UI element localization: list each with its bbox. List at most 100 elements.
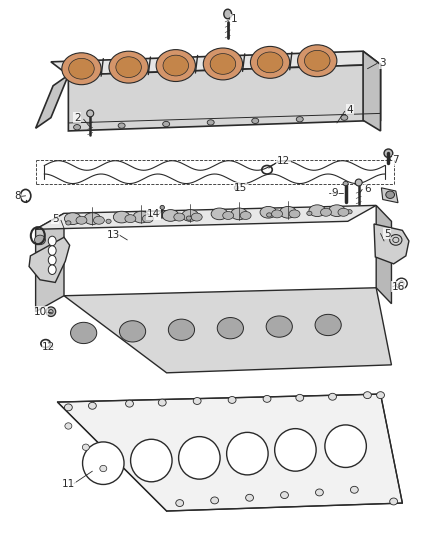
Ellipse shape <box>168 319 194 341</box>
Text: 5: 5 <box>384 229 390 239</box>
Ellipse shape <box>289 210 300 218</box>
Ellipse shape <box>297 45 337 77</box>
Circle shape <box>48 246 56 255</box>
Text: 7: 7 <box>392 155 399 165</box>
Ellipse shape <box>355 179 362 186</box>
Text: 14: 14 <box>147 209 160 220</box>
Ellipse shape <box>309 205 325 216</box>
Ellipse shape <box>106 219 111 223</box>
Ellipse shape <box>384 149 393 158</box>
Ellipse shape <box>88 402 96 409</box>
Ellipse shape <box>315 489 323 496</box>
Ellipse shape <box>118 123 125 128</box>
Text: 12: 12 <box>42 342 55 352</box>
Ellipse shape <box>211 497 219 504</box>
Ellipse shape <box>179 437 220 479</box>
Circle shape <box>48 265 56 274</box>
Text: 9: 9 <box>332 188 338 198</box>
Circle shape <box>48 236 56 246</box>
Polygon shape <box>363 51 381 131</box>
Ellipse shape <box>46 307 56 317</box>
Polygon shape <box>376 205 392 304</box>
Ellipse shape <box>82 444 89 450</box>
Ellipse shape <box>226 214 232 219</box>
Ellipse shape <box>116 57 141 77</box>
Ellipse shape <box>133 211 150 223</box>
Ellipse shape <box>325 425 366 467</box>
Ellipse shape <box>131 439 172 482</box>
Text: 6: 6 <box>364 184 371 195</box>
Polygon shape <box>57 394 403 511</box>
Ellipse shape <box>35 251 46 261</box>
Ellipse shape <box>65 423 72 429</box>
Ellipse shape <box>390 498 398 505</box>
Ellipse shape <box>246 494 254 501</box>
Circle shape <box>48 255 56 265</box>
Ellipse shape <box>174 213 185 221</box>
Ellipse shape <box>347 209 352 214</box>
Ellipse shape <box>307 211 312 215</box>
Text: 16: 16 <box>392 282 405 292</box>
Ellipse shape <box>82 442 124 484</box>
Ellipse shape <box>343 181 348 185</box>
Ellipse shape <box>234 185 239 190</box>
Ellipse shape <box>176 499 184 506</box>
Ellipse shape <box>64 404 72 411</box>
Ellipse shape <box>160 205 164 209</box>
Ellipse shape <box>217 318 244 339</box>
Ellipse shape <box>163 55 188 76</box>
Text: 4: 4 <box>346 104 353 115</box>
Ellipse shape <box>266 316 292 337</box>
Ellipse shape <box>263 395 271 402</box>
Ellipse shape <box>120 321 146 342</box>
Ellipse shape <box>251 46 290 78</box>
Ellipse shape <box>350 486 358 493</box>
Polygon shape <box>35 205 376 229</box>
Ellipse shape <box>386 191 395 198</box>
Ellipse shape <box>71 322 97 344</box>
Ellipse shape <box>223 212 233 220</box>
Ellipse shape <box>231 208 247 220</box>
Ellipse shape <box>260 206 277 218</box>
Ellipse shape <box>267 213 272 217</box>
Ellipse shape <box>66 221 71 225</box>
Ellipse shape <box>240 212 251 220</box>
Ellipse shape <box>315 314 341 336</box>
Ellipse shape <box>226 432 268 475</box>
Text: 15: 15 <box>233 183 247 193</box>
Polygon shape <box>68 64 381 131</box>
Text: 8: 8 <box>14 191 21 201</box>
Ellipse shape <box>126 400 134 407</box>
Ellipse shape <box>341 115 348 120</box>
Text: 13: 13 <box>107 230 120 240</box>
Ellipse shape <box>275 429 316 471</box>
Ellipse shape <box>182 209 198 221</box>
Ellipse shape <box>364 392 371 399</box>
Ellipse shape <box>186 216 191 220</box>
Ellipse shape <box>162 209 179 221</box>
Ellipse shape <box>76 216 87 224</box>
Ellipse shape <box>146 217 151 222</box>
Ellipse shape <box>338 208 349 216</box>
Ellipse shape <box>296 394 304 401</box>
Text: 10: 10 <box>34 306 47 317</box>
Ellipse shape <box>328 393 336 400</box>
Ellipse shape <box>257 52 283 72</box>
Ellipse shape <box>377 392 385 399</box>
Ellipse shape <box>62 53 101 85</box>
Ellipse shape <box>156 50 195 82</box>
Ellipse shape <box>162 122 170 127</box>
Ellipse shape <box>252 118 259 124</box>
Polygon shape <box>51 51 381 75</box>
Ellipse shape <box>142 215 153 223</box>
Polygon shape <box>35 213 64 312</box>
Ellipse shape <box>280 206 296 218</box>
Ellipse shape <box>296 117 303 122</box>
Ellipse shape <box>396 278 407 289</box>
Ellipse shape <box>272 210 283 218</box>
Ellipse shape <box>74 125 81 130</box>
Polygon shape <box>29 237 70 282</box>
Polygon shape <box>381 188 398 203</box>
Ellipse shape <box>224 9 232 19</box>
Ellipse shape <box>207 120 214 125</box>
